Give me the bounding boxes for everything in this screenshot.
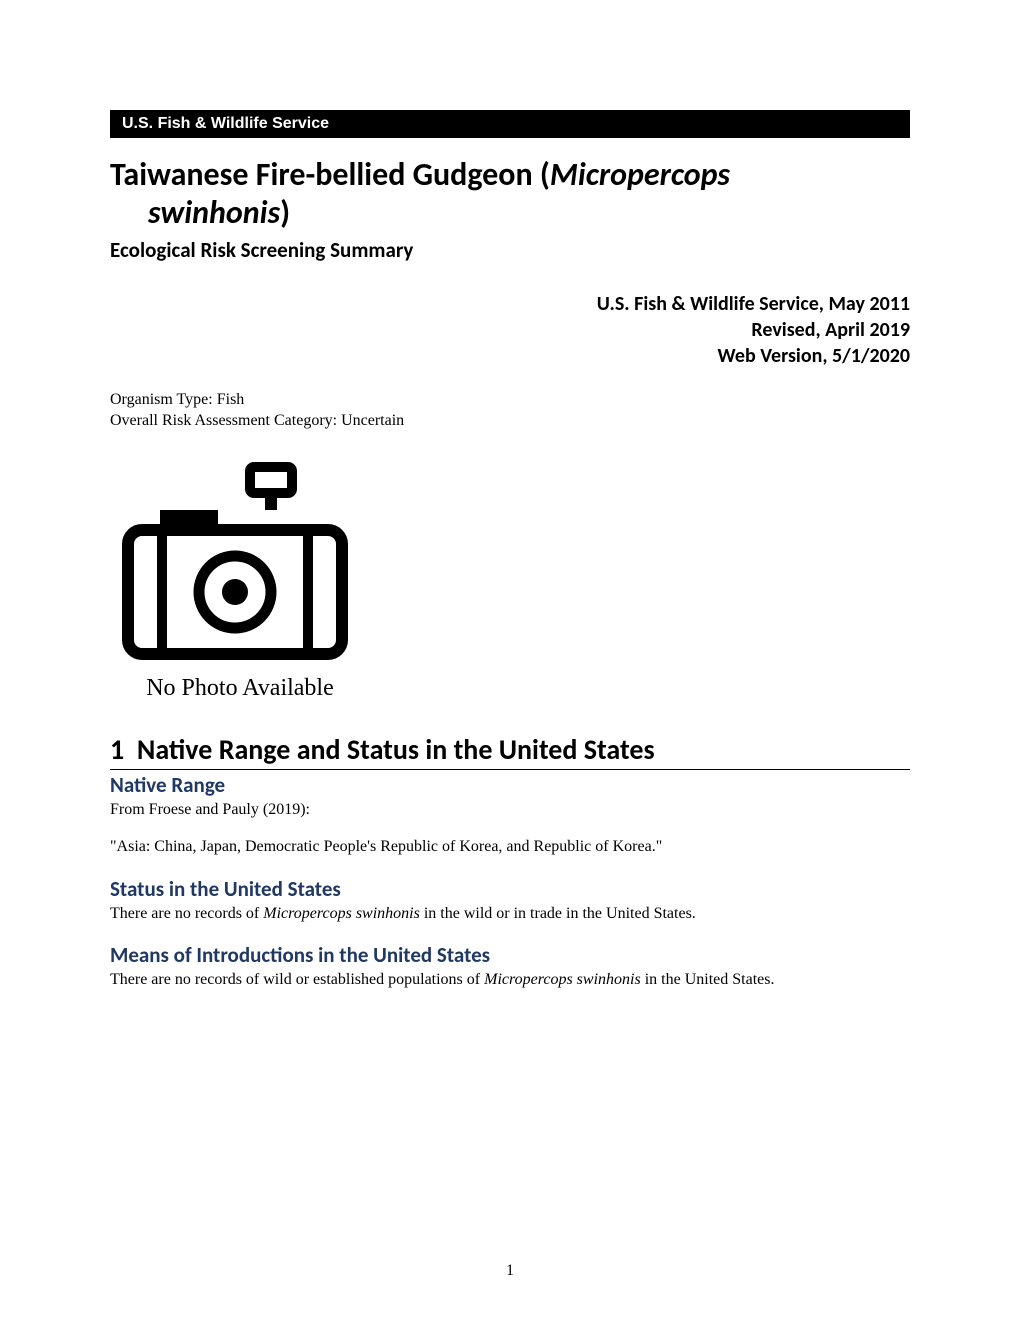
agency-name: U.S. Fish & Wildlife Service: [122, 115, 329, 132]
meta-agency-date: U.S. Fish & Wildlife Service, May 2011: [110, 291, 910, 317]
meta-web-version: Web Version, 5/1/2020: [110, 343, 910, 369]
risk-value: Uncertain: [341, 412, 404, 429]
section-number: 1: [110, 732, 124, 767]
organism-type-row: Organism Type: Fish: [110, 389, 910, 411]
common-name: Taiwanese Fire-bellied Gudgeon: [110, 155, 533, 194]
scientific-name-part1: Micropercops: [550, 155, 730, 194]
native-range-source: From Froese and Pauly (2019):: [110, 800, 910, 821]
means-text-italic: Micropercops swinhonis: [484, 971, 641, 988]
native-range-quote: "Asia: China, Japan, Democratic People's…: [110, 837, 910, 858]
organism-info: Organism Type: Fish Overall Risk Assessm…: [110, 389, 910, 432]
title-line-1: Taiwanese Fire-bellied Gudgeon (Microper…: [110, 156, 910, 194]
means-text-before: There are no records of wild or establis…: [110, 971, 484, 988]
document-meta: U.S. Fish & Wildlife Service, May 2011 R…: [110, 291, 910, 369]
risk-label: Overall Risk Assessment Category:: [110, 412, 341, 429]
means-intro-text: There are no records of wild or establis…: [110, 970, 910, 991]
page-number: 1: [0, 1262, 1020, 1280]
agency-header-bar: U.S. Fish & Wildlife Service: [110, 110, 910, 138]
status-us-text: There are no records of Micropercops swi…: [110, 904, 910, 925]
status-us-heading: Status in the United States: [110, 876, 910, 902]
title-line-2: swinhonis): [110, 194, 910, 232]
status-text-after: in the wild or in trade in the United St…: [420, 905, 696, 922]
risk-category-row: Overall Risk Assessment Category: Uncert…: [110, 410, 910, 432]
scientific-name-part2: swinhonis: [148, 193, 280, 232]
organism-type-value: Fish: [217, 391, 245, 408]
means-text-after: in the United States.: [641, 971, 775, 988]
section-title: Native Range and Status in the United St…: [137, 732, 655, 767]
camera-icon: [120, 462, 350, 662]
document-subtitle: Ecological Risk Screening Summary: [110, 237, 910, 263]
means-intro-heading: Means of Introductions in the United Sta…: [110, 942, 910, 968]
meta-revised: Revised, April 2019: [110, 317, 910, 343]
document-title: Taiwanese Fire-bellied Gudgeon (Microper…: [110, 156, 910, 263]
native-range-heading: Native Range: [110, 772, 910, 798]
photo-placeholder: No Photo Available: [110, 462, 370, 702]
status-text-before: There are no records of: [110, 905, 263, 922]
no-photo-caption: No Photo Available: [110, 675, 370, 702]
organism-type-label: Organism Type:: [110, 391, 217, 408]
status-text-italic: Micropercops swinhonis: [263, 905, 420, 922]
section-1-heading: 1 Native Range and Status in the United …: [110, 732, 910, 770]
